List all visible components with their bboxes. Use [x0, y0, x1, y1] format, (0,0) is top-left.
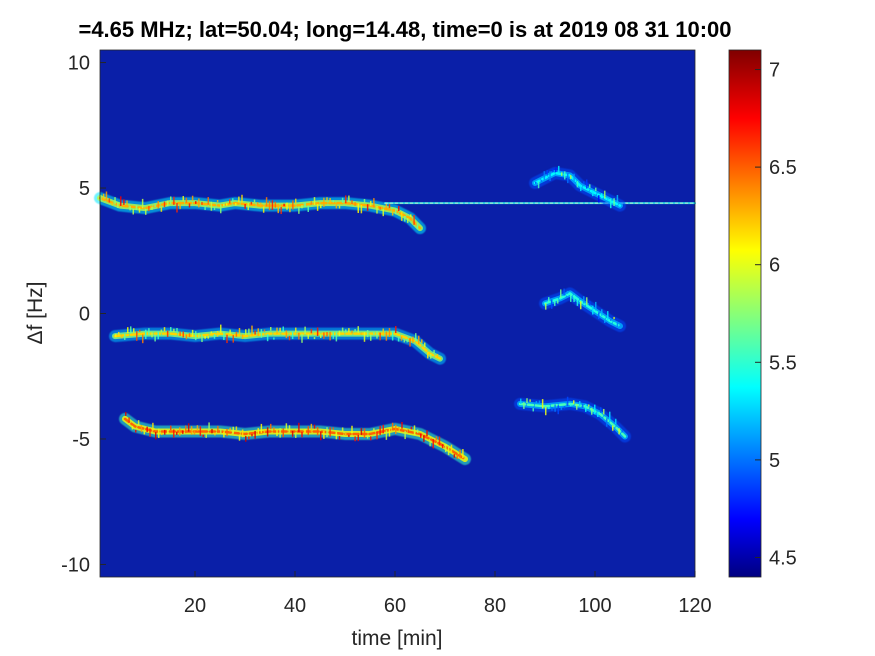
x-ticks: 20 40 60 80 100 120: [184, 571, 712, 617]
colorbar-tick-label: 4.5: [769, 547, 797, 569]
colorbar-tick-label: 6.5: [769, 157, 797, 179]
colorbar-ticks: 7 6.5 6 5.5 5 4.5: [755, 60, 797, 569]
x-tick-label: 120: [678, 595, 711, 617]
trace: [529, 165, 626, 212]
trace: [119, 412, 471, 466]
x-tick-label: 60: [384, 595, 406, 617]
trace: [94, 191, 426, 235]
y-axis-label: Δf [Hz]: [24, 281, 47, 344]
colorbar-tick-label: 6: [769, 255, 780, 277]
trace: [109, 324, 446, 365]
trace: [539, 287, 626, 333]
colorbar-tick-label: 5.5: [769, 352, 797, 374]
chart-title: =4.65 MHz; lat=50.04; long=14.48, time=0…: [78, 17, 731, 42]
y-tick-label: 5: [79, 178, 90, 200]
x-tick-label: 20: [184, 595, 206, 617]
trace: [514, 396, 631, 443]
x-axis-label: time [min]: [351, 627, 442, 650]
x-tick-label: 40: [284, 595, 306, 617]
x-tick-label: 80: [484, 595, 506, 617]
colorbar-tick-label: 5: [769, 450, 780, 472]
plot-border: [99, 49, 696, 578]
y-tick-label: 0: [79, 304, 90, 326]
x-tick-label: 100: [578, 595, 611, 617]
colorbar: [728, 49, 762, 578]
y-tick-label: 10: [68, 53, 90, 75]
colorbar-tick-label: 7: [769, 60, 780, 82]
y-tick-label: -5: [72, 429, 90, 451]
y-tick-label: -10: [61, 554, 90, 576]
y-ticks: 10 5 0 -5 -10: [61, 53, 106, 576]
trace-layer: [94, 165, 697, 466]
